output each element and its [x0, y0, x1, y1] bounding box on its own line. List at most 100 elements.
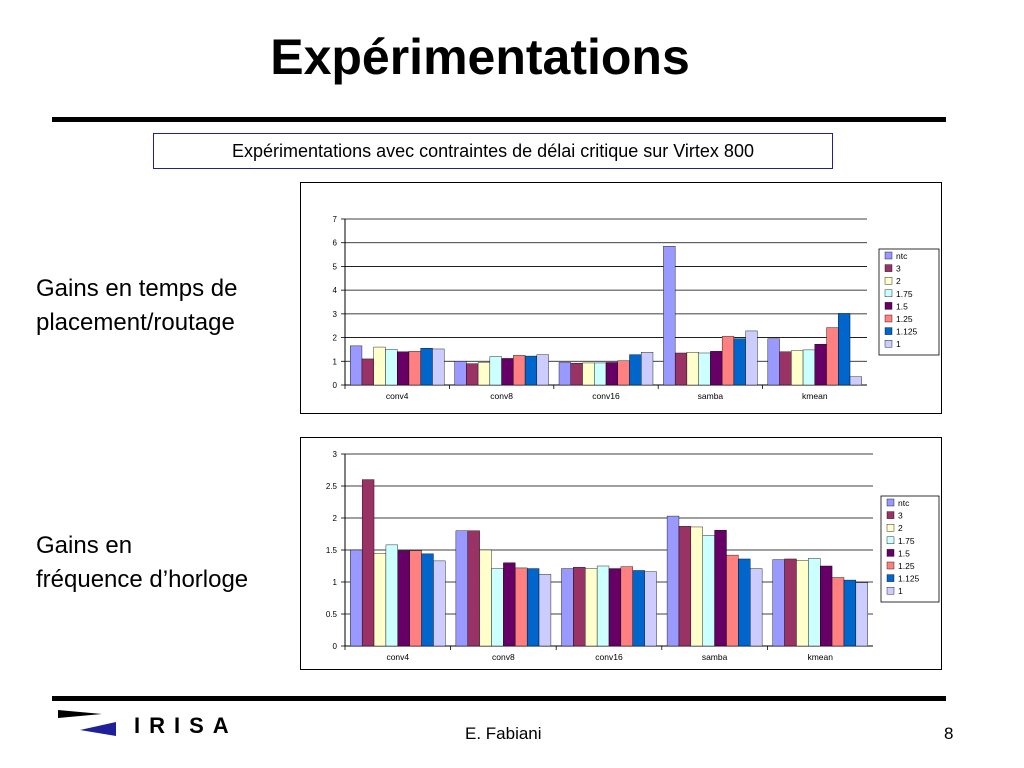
- bar-conv16-1.5: [608, 568, 622, 647]
- bar-conv8-1: [538, 574, 552, 647]
- x-tick-label: conv4: [386, 391, 409, 401]
- legend-label-ntc: ntc: [896, 251, 908, 261]
- x-tick-label: samba: [698, 391, 724, 401]
- legend-label-2: 2: [896, 276, 901, 286]
- bar-conv4-1.75: [385, 544, 398, 647]
- bar-conv16-3: [573, 567, 586, 647]
- bar-samba-1: [745, 330, 758, 386]
- chart-svg-1: 0 0.5 1 1.5 2 2.5 3 conv4 conv8 conv16 samba kmean n…: [326, 450, 940, 662]
- legend-label-1.5: 1.5: [898, 548, 910, 558]
- y-tick-label: 0: [333, 642, 338, 651]
- bar-kmean-1: [849, 376, 862, 386]
- bar-kmean-1.75: [808, 558, 821, 647]
- bar-conv4-2: [373, 346, 386, 386]
- legend-swatch-1.25: [886, 561, 895, 570]
- legend-label-ntc: ntc: [898, 498, 910, 508]
- label-frequency-gains: Gains en fréquence d’horloge: [36, 529, 248, 597]
- bar-conv16-1.5: [605, 362, 618, 386]
- bar-conv8-1.125: [526, 568, 540, 647]
- y-tick-label: 6: [333, 239, 338, 248]
- x-tick-label: conv8: [492, 652, 515, 662]
- irisa-logo: IRISA: [58, 706, 238, 742]
- irisa-logo-mark: IRISA: [58, 710, 229, 738]
- bar-conv8-1.5: [501, 358, 514, 386]
- y-tick-label: 1.5: [326, 546, 338, 555]
- subtitle-text: Expérimentations avec contraintes de dél…: [232, 140, 754, 161]
- bar-conv4-3: [361, 358, 374, 386]
- y-tick-label: 3: [333, 310, 338, 319]
- bar-samba-1.25: [721, 336, 735, 386]
- legend-label-1.25: 1.25: [898, 561, 915, 571]
- legend-swatch-3: [884, 264, 893, 272]
- bar-conv16-2: [585, 568, 598, 647]
- x-tick-label: kmean: [802, 391, 828, 401]
- bar-kmean-1.5: [814, 344, 827, 386]
- x-tick-label: kmean: [807, 652, 833, 662]
- chart-svg-0: 0 1 2 3 4 5 6 7 conv4 conv8 conv16 samba kmean ntc 3 2 1…: [333, 215, 940, 401]
- bar-conv8-1.5: [503, 562, 516, 647]
- legend-label-1.25: 1.25: [896, 314, 913, 324]
- legend-swatch-1.125: [886, 574, 895, 582]
- legend-swatch-1.5: [886, 549, 895, 557]
- bar-conv8-3: [466, 363, 479, 386]
- y-tick-label: 1: [333, 578, 338, 587]
- bar-conv8-1: [536, 354, 549, 386]
- bar-samba-1.75: [698, 352, 711, 386]
- bar-conv4-1.25: [408, 351, 421, 386]
- legend-swatch-1: [884, 339, 893, 348]
- label-frequency-line1: Gains en: [36, 532, 133, 559]
- footer-author: E. Fabiani: [465, 724, 542, 743]
- y-tick-label: 4: [333, 286, 338, 295]
- label-placement-line1: Gains en temps de: [36, 275, 238, 302]
- legend-swatch-1.5: [884, 302, 893, 310]
- bar-kmean-3: [779, 351, 792, 386]
- label-placement-line2: placement/routage: [36, 309, 235, 336]
- legend-label-1.75: 1.75: [898, 536, 915, 546]
- y-tick-label: 3: [333, 450, 338, 459]
- bar-conv4-1.5: [396, 351, 410, 386]
- bar-conv8-1.125: [524, 355, 538, 386]
- legend-swatch-1.75: [886, 536, 895, 545]
- legend-label-3: 3: [898, 511, 903, 521]
- bar-conv4-ntc: [350, 345, 363, 386]
- bar-conv8-1.75: [491, 568, 504, 647]
- label-placement-gains: Gains en temps de placement/routage: [36, 272, 237, 340]
- bar-samba-2: [686, 352, 699, 386]
- bar-samba-1.25: [726, 554, 739, 647]
- bar-conv8-3: [467, 530, 480, 647]
- bar-conv8-ntc: [455, 530, 468, 647]
- top-divider: [52, 117, 946, 122]
- legend-label-1.75: 1.75: [896, 289, 913, 299]
- bar-conv16-1: [641, 352, 654, 386]
- bar-conv16-ntc: [558, 362, 571, 386]
- bar-conv8-1.25: [513, 355, 526, 386]
- legend-label-1.125: 1.125: [898, 574, 920, 584]
- bar-kmean-3: [784, 558, 797, 647]
- legend-label-1.125: 1.125: [896, 327, 918, 337]
- bar-conv4-1: [433, 560, 446, 647]
- chart-placement-gains: 0 1 2 3 4 5 6 7 conv4 conv8 conv16 samba kmean ntc 3 2 1…: [300, 182, 942, 414]
- x-tick-label: samba: [702, 652, 728, 662]
- subtitle-box: Expérimentations avec contraintes de dél…: [153, 133, 833, 169]
- bar-conv16-1.25: [617, 360, 630, 386]
- chart-frequency-gains: 0 0.5 1 1.5 2 2.5 3 conv4 conv8 conv16 samba kmean n…: [300, 437, 942, 670]
- bar-conv16-1.25: [620, 566, 633, 647]
- bar-kmean-1.75: [802, 349, 815, 386]
- bar-conv4-2: [373, 552, 387, 647]
- bar-conv16-1.75: [594, 362, 607, 386]
- y-tick-label: 1: [333, 357, 338, 366]
- bar-conv4-1.125: [421, 553, 434, 647]
- bar-conv16-2: [582, 362, 595, 386]
- bar-conv8-2: [477, 362, 491, 386]
- x-tick-label: conv16: [592, 391, 620, 401]
- bar-conv16-1.125: [632, 570, 645, 647]
- legend-label-1.5: 1.5: [896, 301, 908, 311]
- legend-swatch-3: [886, 511, 895, 519]
- x-tick-label: conv8: [490, 391, 513, 401]
- bottom-divider: [52, 696, 946, 701]
- y-tick-label: 2.5: [326, 482, 338, 491]
- bar-samba-2: [690, 526, 703, 647]
- x-tick-label: conv4: [386, 652, 409, 662]
- y-tick-label: 2: [333, 514, 338, 523]
- y-tick-label: 7: [333, 215, 338, 224]
